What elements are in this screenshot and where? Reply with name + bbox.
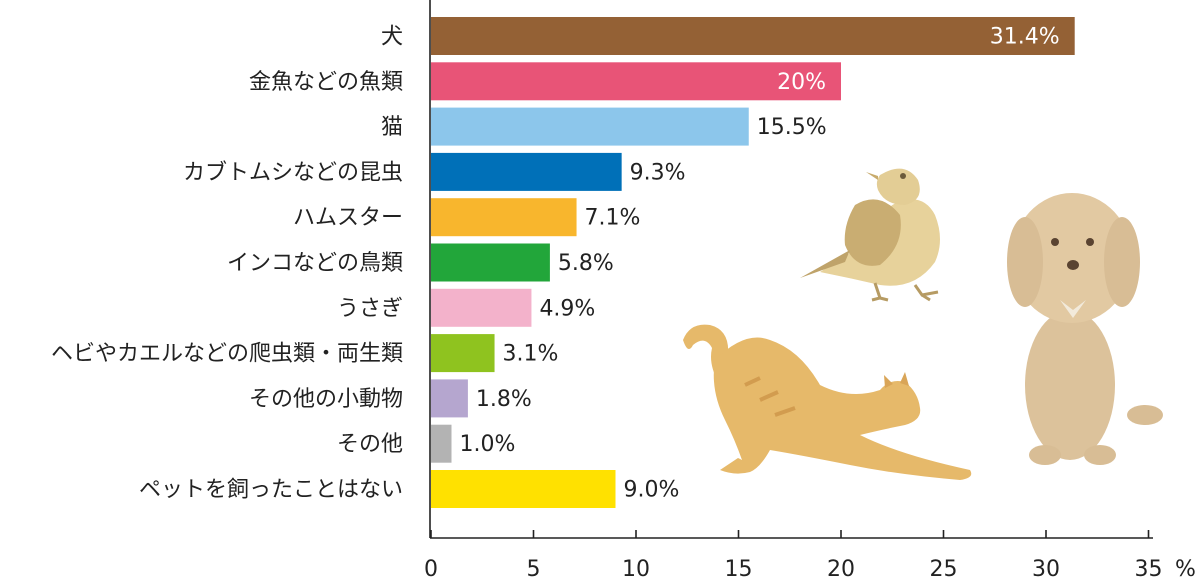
value-label: 9.0% [624,478,680,503]
value-label: 1.0% [460,432,516,457]
value-label: 5.8% [558,251,614,276]
category-label: インコなどの鳥類 [227,251,403,276]
category-label: ヘビやカエルなどの爬虫類・両生類 [51,342,403,367]
bar [431,152,622,191]
value-label: 31.4% [990,25,1060,50]
category-label: うさぎ [337,296,403,321]
bar [431,243,550,282]
category-label: その他 [337,432,403,457]
bar [431,470,616,508]
value-label: 4.9% [539,296,595,321]
category-label: ペットを飼ったことはない [139,478,403,503]
value-label: 20% [777,70,826,95]
value-label: 15.5% [757,115,827,140]
cat-illustration [683,324,972,480]
tick-label: 30 [1032,557,1060,582]
category-label: ハムスター [293,206,403,231]
tick-label: 15 [725,557,753,582]
bar [431,62,841,101]
category-label: 犬 [381,25,403,50]
bar [431,334,495,373]
category-label: 金魚などの魚類 [249,70,403,95]
category-label: カブトムシなどの昆虫 [183,160,403,185]
tick-label: 0 [424,557,438,582]
tick-label: 5 [527,557,541,582]
bar [431,17,1075,55]
value-label: 3.1% [503,342,559,367]
bird-illustration [800,168,940,302]
value-label: 1.8% [476,387,532,412]
category-label: その他の小動物 [249,387,403,412]
bar [431,107,749,146]
tick-label: 10 [622,557,650,582]
tick-label: 20 [827,557,855,582]
bar [431,379,468,418]
dog-illustration [1007,193,1163,465]
labels-layer: 犬 31.4% 金魚などの魚類 20% 猫 15.5% カブトムシなどの昆虫 9.3% ハムスタ… [51,25,1060,503]
x-axis-ticks: 0 5 10 15 20 25 30 35 [424,530,1163,582]
bar [431,424,452,463]
bar [431,198,577,237]
x-axis-unit: % [1175,557,1196,582]
bars-layer [431,17,1075,508]
bar [431,288,532,327]
value-label: 7.1% [585,206,641,231]
category-label: 猫 [381,115,403,140]
value-label: 9.3% [630,160,686,185]
tick-label: 35 [1135,557,1163,582]
tick-label: 25 [930,557,958,582]
